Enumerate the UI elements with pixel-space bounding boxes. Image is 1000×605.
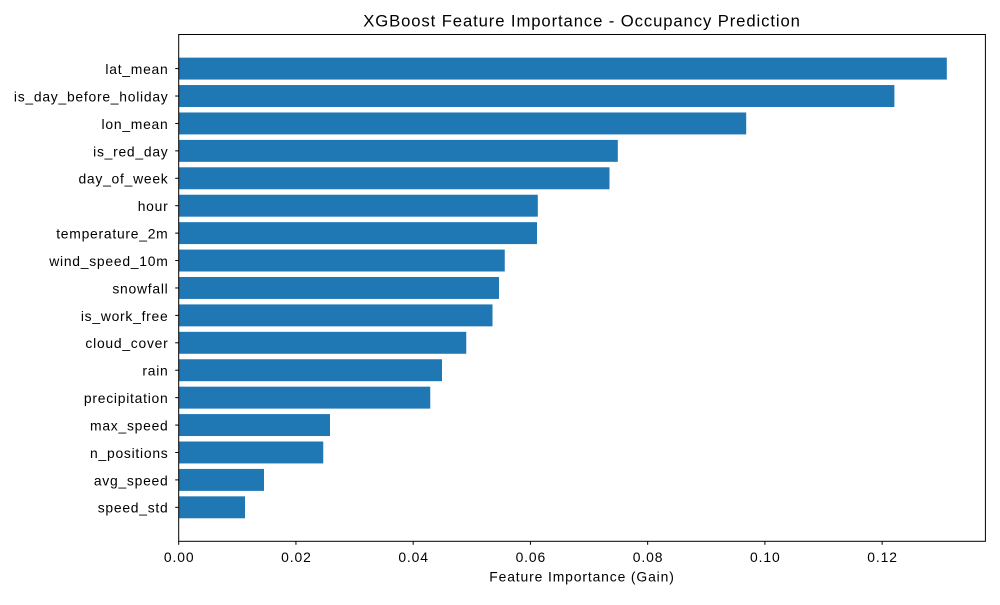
svg-text:hour: hour <box>138 198 169 214</box>
svg-text:0.00: 0.00 <box>164 549 195 565</box>
svg-text:is_day_before_holiday: is_day_before_holiday <box>14 88 169 104</box>
svg-text:0.04: 0.04 <box>398 549 429 565</box>
svg-text:precipitation: precipitation <box>84 390 169 406</box>
svg-text:lat_mean: lat_mean <box>105 61 168 77</box>
svg-text:XGBoost Feature Importance - O: XGBoost Feature Importance - Occupancy P… <box>363 11 801 30</box>
svg-text:0.06: 0.06 <box>516 549 547 565</box>
svg-text:0.08: 0.08 <box>633 549 664 565</box>
svg-text:lon_mean: lon_mean <box>102 116 169 132</box>
svg-text:avg_speed: avg_speed <box>94 472 169 488</box>
svg-text:max_speed: max_speed <box>90 417 168 433</box>
svg-text:speed_std: speed_std <box>98 500 169 516</box>
svg-text:rain: rain <box>142 363 168 379</box>
svg-text:0.02: 0.02 <box>281 549 312 565</box>
svg-text:snowfall: snowfall <box>112 280 168 296</box>
svg-text:day_of_week: day_of_week <box>78 171 168 187</box>
svg-text:cloud_cover: cloud_cover <box>85 335 168 351</box>
svg-text:0.10: 0.10 <box>750 549 781 565</box>
svg-text:temperature_2m: temperature_2m <box>56 226 168 242</box>
svg-text:n_positions: n_positions <box>90 445 168 461</box>
svg-text:wind_speed_10m: wind_speed_10m <box>48 253 168 269</box>
svg-text:is_work_free: is_work_free <box>81 308 169 324</box>
svg-text:is_red_day: is_red_day <box>93 143 168 159</box>
svg-text:0.12: 0.12 <box>867 549 898 565</box>
svg-text:Feature Importance (Gain): Feature Importance (Gain) <box>489 568 675 584</box>
